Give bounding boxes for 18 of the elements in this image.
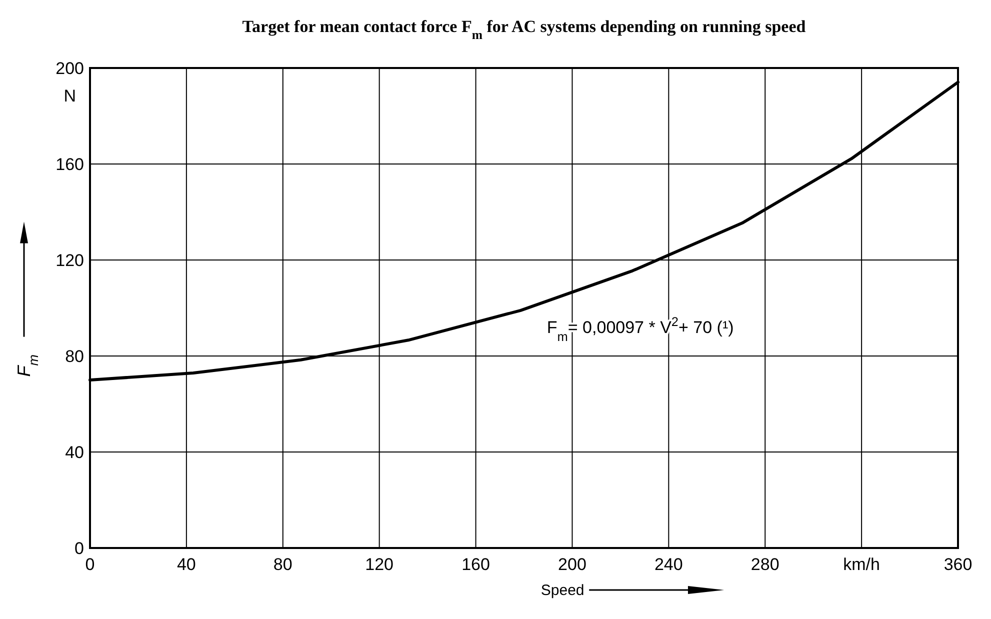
x-tick-label: 240 [654, 555, 683, 574]
x-tick-label: km/h [843, 555, 880, 574]
x-axis-title: Speed [540, 582, 584, 599]
x-tick-label: 80 [273, 555, 292, 574]
y-tick-label: 80 [65, 347, 84, 366]
y-tick-label: 160 [56, 155, 84, 174]
x-tick-label: 40 [176, 555, 196, 574]
x-tick-label: 280 [750, 555, 780, 574]
x-tick-label: 160 [462, 555, 490, 574]
x-tick-label: 120 [365, 555, 394, 574]
x-tick-label: 360 [944, 555, 972, 574]
y-tick-label: 200 [56, 59, 84, 78]
chart-title: Target for mean contact force F$_{m}$ for AC systems depending on running speed [242, 17, 806, 42]
y-tick-label: 0 [74, 539, 84, 558]
text: N [64, 86, 76, 106]
y-tick-label: 120 [56, 251, 84, 270]
y-tick-label: 40 [65, 443, 84, 462]
x-tick-label: 200 [558, 555, 586, 574]
